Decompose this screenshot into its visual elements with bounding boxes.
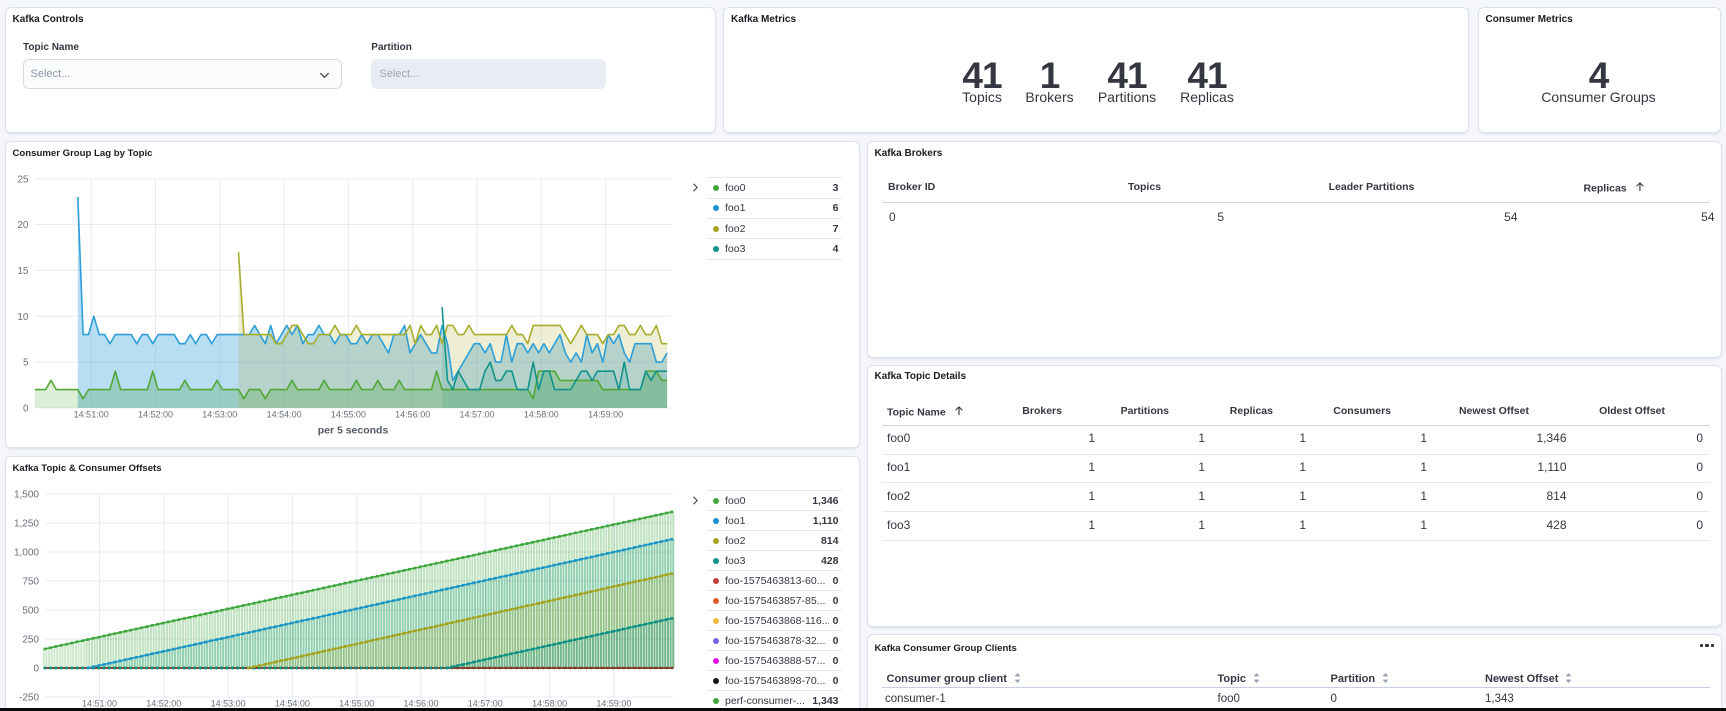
svg-text:14:51:00: 14:51:00 [81,699,116,709]
svg-text:10: 10 [17,312,29,323]
svg-text:14:58:00: 14:58:00 [523,410,558,420]
svg-text:250: 250 [22,635,39,646]
svg-text:14:53:00: 14:53:00 [202,410,237,420]
svg-text:14:59:00: 14:59:00 [596,699,631,709]
svg-text:0: 0 [33,664,39,675]
svg-text:0: 0 [22,404,28,415]
svg-text:750: 750 [22,577,39,588]
svg-text:14:54:00: 14:54:00 [266,410,301,420]
svg-text:14:58:00: 14:58:00 [532,699,567,709]
svg-text:14:52:00: 14:52:00 [137,410,172,420]
svg-text:1,500: 1,500 [13,490,38,501]
svg-text:14:55:00: 14:55:00 [339,699,374,709]
svg-text:14:56:00: 14:56:00 [403,699,438,709]
svg-text:500: 500 [22,606,39,617]
svg-text:1,250: 1,250 [13,519,38,530]
svg-text:14:53:00: 14:53:00 [210,699,245,709]
svg-text:1,000: 1,000 [13,548,38,559]
svg-text:14:57:00: 14:57:00 [467,699,502,709]
svg-text:20: 20 [17,220,29,231]
svg-text:per 5 seconds: per 5 seconds [317,425,388,437]
svg-text:14:51:00: 14:51:00 [73,410,108,420]
svg-text:14:57:00: 14:57:00 [459,410,494,420]
svg-text:14:56:00: 14:56:00 [395,410,430,420]
svg-text:5: 5 [22,358,28,369]
svg-text:15: 15 [17,266,29,277]
svg-text:14:52:00: 14:52:00 [146,699,181,709]
svg-text:14:54:00: 14:54:00 [274,699,309,709]
svg-text:14:55:00: 14:55:00 [330,410,365,420]
svg-text:-250: -250 [18,693,38,704]
svg-text:14:59:00: 14:59:00 [588,410,623,420]
svg-text:25: 25 [17,174,29,185]
